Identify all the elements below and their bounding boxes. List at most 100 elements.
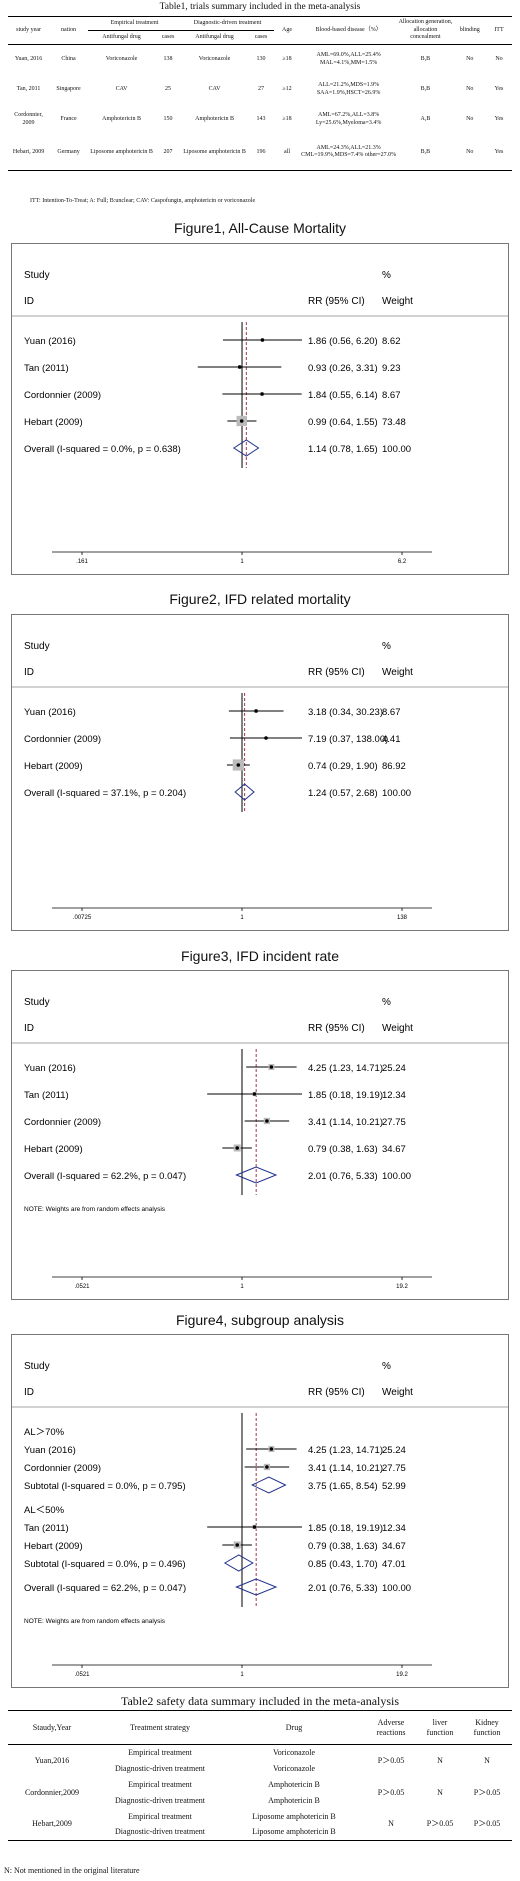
weight-text: 25.24 [382, 1445, 406, 1456]
study-label: Yuan (2016) [24, 1063, 76, 1074]
point-estimate [236, 763, 241, 767]
pooled-diamond [223, 1554, 254, 1572]
rr-ci-text: 3.18 (0.34, 30.23) [308, 707, 383, 718]
study-label: Tan (2011) [24, 1523, 69, 1534]
col-header-rr: RR (95% CI) [308, 667, 365, 678]
rr-ci-text: 1.14 (0.78, 1.65) [308, 444, 378, 455]
t2-cell: Diagnostic-driven treatment [115, 1795, 205, 1805]
table-row: Diagnostic-driven treatment Voriconazole [8, 1761, 512, 1777]
weight-text: 86.92 [382, 761, 406, 772]
weight-text: 4.41 [382, 734, 401, 745]
point-estimate [265, 1465, 269, 1469]
x-tick-label: 1 [240, 1284, 244, 1290]
t1-h-emp-cases: cases [155, 30, 182, 45]
weight-text: 27.75 [382, 1117, 406, 1128]
table-row: Yuan, 2016 China Voriconazole 138 Vorico… [8, 45, 512, 75]
rr-ci-text: 0.99 (0.64, 1.55) [308, 417, 378, 428]
t1-cell: AML=67.2%,ALL=3.8% Ly=25.6%,Myeloma=3.4% [315, 112, 382, 126]
weight-text: 8.67 [382, 390, 401, 401]
rr-ci-text: 1.85 (0.18, 19.19) [308, 1523, 383, 1534]
t2-cell: P＞0.05 [473, 1819, 501, 1829]
t2-cell: Voriconazole [272, 1747, 316, 1757]
t2-cell: Hebart,2009 [32, 1819, 72, 1829]
weights-note: NOTE: Weights are from random effects an… [24, 1206, 166, 1213]
t2-h-study: Staudy,Year [8, 1710, 96, 1745]
point-estimate [269, 1447, 274, 1451]
x-tick-label: .0521 [74, 1284, 90, 1290]
point-estimate [237, 365, 242, 369]
weight-text: 34.67 [382, 1541, 406, 1552]
col-header-pct: % [382, 270, 391, 281]
rr-ci-text: 1.84 (0.55, 6.14) [308, 390, 378, 401]
table1-title: Table1, trials summary included in the m… [159, 2, 361, 12]
col-header-study: Study [24, 270, 50, 281]
t1-cell: Singapore [56, 85, 81, 92]
figure3-caption: Figure3, IFD incident rate [181, 948, 339, 964]
study-label: Hebart (2009) [24, 417, 83, 428]
col-header-weight: Weight [382, 1023, 413, 1034]
t1-h-diag-cases: cases [248, 30, 275, 45]
rr-ci-text: 3.75 (1.65, 8.54) [308, 1481, 378, 1492]
t1-cell: 196 [256, 148, 266, 155]
weight-text: 100.00 [382, 788, 411, 799]
t1-h-nation: nation [49, 16, 89, 45]
t2-cell: N [437, 1787, 443, 1797]
t1-cell: China [61, 56, 76, 62]
weight-text: 12.34 [382, 1090, 406, 1101]
t1-cell: Voriconazole [105, 56, 138, 62]
study-label: Hebart (2009) [24, 1144, 83, 1155]
table-row: Cordonnier,2009 Empirical treatment Amph… [8, 1777, 512, 1797]
col-header-weight: Weight [382, 667, 413, 678]
t1-cell: Hebart, 2009 [12, 148, 45, 155]
t1-cell: Germany [57, 148, 80, 155]
point-estimate [235, 1146, 240, 1150]
study-label: Tan (2011) [24, 363, 69, 374]
col-header-id: ID [24, 667, 34, 678]
t1-cell: 27 [258, 85, 265, 92]
weight-text: 47.01 [382, 1559, 406, 1570]
col-header-study: Study [24, 1361, 50, 1372]
t1-cell: Amphotericin B [195, 115, 234, 122]
rr-ci-text: 1.85 (0.18, 19.19) [308, 1090, 383, 1101]
rr-ci-text: 3.41 (1.14, 10.21) [308, 1117, 383, 1128]
col-header-pct: % [382, 641, 391, 652]
col-header-rr: RR (95% CI) [308, 296, 365, 307]
col-header-study: Study [24, 997, 50, 1008]
subgroup-label: AL＞70% [24, 1427, 65, 1438]
forest-plot-svg: Study ID% Weight RR (95% CI) Yuan (2016) 4.25… [12, 997, 508, 1290]
point-estimate [235, 1543, 240, 1547]
t1-cell: 143 [256, 115, 266, 122]
subgroup-label: AL＜50% [24, 1505, 65, 1516]
t2-h-strategy: Treatment strategy [96, 1710, 224, 1745]
t1-cell: B,B [420, 148, 431, 155]
col-header-weight: Weight [382, 296, 413, 307]
table2: Staudy,Year Treatment strategy Drug Adve… [8, 1710, 512, 1841]
t1-cell: Liposome amphotericin B [90, 148, 153, 155]
t1-h-allocation: Allocation generation, allocation concea… [397, 16, 454, 45]
t1-cell: Yuan, 2016 [14, 56, 43, 62]
t1-cell: B,B [420, 56, 431, 62]
study-label: Hebart (2009) [24, 1541, 83, 1552]
t2-cell: N [437, 1755, 443, 1765]
point-estimate [260, 338, 265, 342]
x-tick-label: 19.2 [396, 1284, 408, 1290]
t1-h-diag-drug: Antifungal drug [181, 30, 249, 45]
weight-text: 100.00 [382, 444, 411, 455]
overall-label: Overall (I-squared = 0.0%, p = 0.638) [24, 444, 181, 455]
rr-ci-text: 0.79 (0.38, 1.63) [308, 1144, 378, 1155]
t1-cell: No [466, 85, 474, 92]
col-header-id: ID [24, 1387, 34, 1398]
t2-cell: Amphotericin B [268, 1779, 320, 1789]
t2-cell: Diagnostic-driven treatment [115, 1763, 205, 1773]
t1-cell: 138 [163, 56, 173, 62]
t1-cell: ≥18 [282, 56, 292, 62]
t1-h-blood: Blood-based disease（%） [299, 16, 398, 45]
rr-ci-text: 0.74 (0.29, 1.90) [308, 761, 378, 772]
t2-h-kidney: Kidney function [462, 1710, 512, 1745]
t2-cell: N [388, 1819, 394, 1829]
t1-cell: Yes [494, 148, 504, 155]
x-tick-label: 6.2 [398, 559, 407, 565]
x-tick-label: 1 [240, 915, 244, 921]
t2-cell: Empirical treatment [128, 1747, 192, 1757]
rr-ci-text: 0.79 (0.38, 1.63) [308, 1541, 378, 1552]
